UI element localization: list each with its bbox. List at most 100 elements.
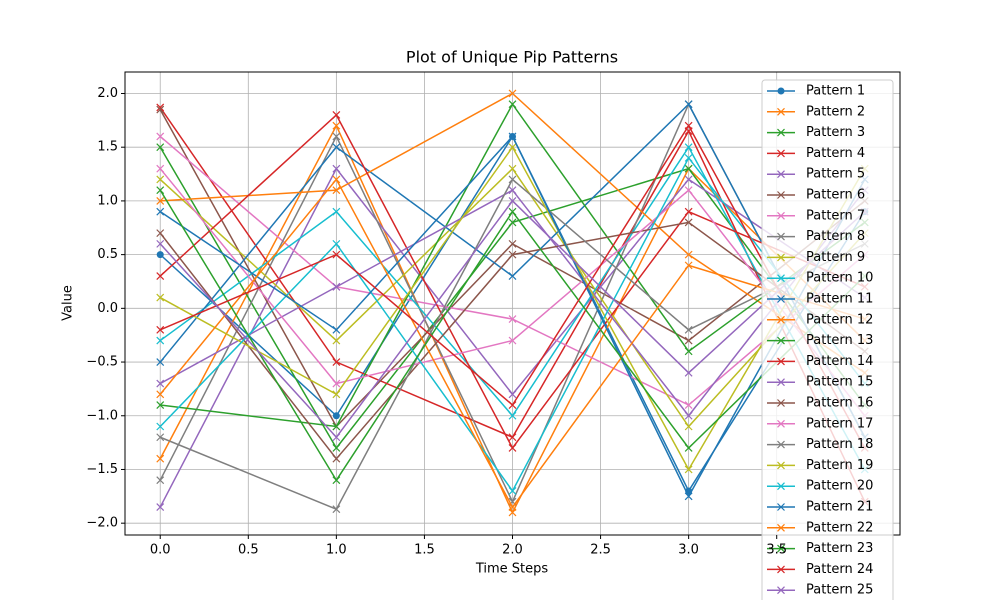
marker [777,232,785,241]
legend-label: Pattern 17 [806,416,873,431]
marker [332,143,341,152]
marker [777,544,785,553]
marker [684,218,693,227]
marker [156,336,165,345]
marker [332,175,341,184]
marker [777,461,785,470]
marker [684,154,693,162]
marker [508,250,517,259]
marker [508,272,517,281]
marker [508,207,517,216]
marker [332,132,341,141]
marker [684,207,693,216]
x-tick-label: 0.0 [150,543,171,558]
marker [156,325,165,334]
marker [777,149,785,158]
legend-box [761,79,894,600]
y-tick-label: −1.5 [86,462,118,477]
marker [156,143,165,152]
marker [508,487,517,495]
marker [508,143,517,152]
marker [332,336,341,345]
marker [156,454,165,463]
legend-label: Pattern 1 [806,84,865,99]
marker [508,315,517,324]
marker [684,186,693,195]
x-tick-label: 2.5 [590,543,611,558]
marker [156,433,165,442]
marker [156,229,165,238]
y-tick-label: −2.0 [86,516,118,531]
marker [332,390,341,399]
x-tick-label: 3.5 [766,543,787,558]
marker [777,211,785,220]
marker [156,422,165,431]
marker [332,207,341,216]
marker [332,250,341,259]
x-axis-label: Time Steps [475,562,549,577]
marker [156,175,165,184]
marker [332,111,341,119]
marker [508,100,517,109]
marker [332,454,341,463]
marker [508,401,517,409]
legend-label: Pattern 24 [806,562,873,577]
marker [508,218,517,227]
chart-title: Plot of Unique Pip Patterns [406,48,618,67]
x-tick-label: 1.5 [414,543,435,558]
marker [156,401,165,409]
marker [156,103,165,112]
marker [684,422,693,431]
marker [684,465,693,474]
marker [156,503,165,511]
marker [156,476,165,485]
marker [777,565,785,574]
legend-label: Pattern 21 [806,500,873,515]
marker [777,399,785,407]
legend-label: Pattern 19 [806,458,873,473]
marker [684,368,693,377]
marker [332,164,341,173]
marker [777,191,785,199]
marker [508,196,517,205]
marker [332,186,341,195]
legend-label: Pattern 9 [806,250,865,265]
legend-label: Pattern 20 [806,479,873,494]
legend-label: Pattern 14 [806,354,873,369]
marker [684,100,693,109]
legend-label: Pattern 22 [806,520,873,535]
marker [508,433,517,442]
marker [684,261,693,270]
marker [684,121,693,130]
marker [156,164,165,173]
marker [508,390,517,399]
legend-label: Pattern 12 [806,312,873,327]
y-tick-label: 1.5 [97,140,118,155]
y-tick-label: 0.5 [97,247,118,262]
marker [684,250,693,259]
marker [156,251,164,259]
marker [332,121,341,130]
marker [777,482,785,491]
marker [332,325,341,334]
marker [777,586,785,595]
legend-label: Pattern 6 [806,188,865,203]
marker [332,379,341,388]
y-tick-label: −0.5 [86,355,118,370]
x-tick-label: 3.0 [678,543,699,558]
marker [156,272,165,281]
legend-label: Pattern 7 [806,208,865,223]
marker [508,132,517,141]
marker [684,336,693,345]
marker [156,207,165,216]
marker [508,186,517,195]
marker [777,107,785,116]
marker [777,523,785,532]
marker [156,239,165,248]
marker [777,503,785,511]
marker [777,440,785,449]
marker [684,347,693,356]
x-tick-label: 2.0 [502,543,523,558]
marker [332,358,341,366]
marker [777,419,785,428]
